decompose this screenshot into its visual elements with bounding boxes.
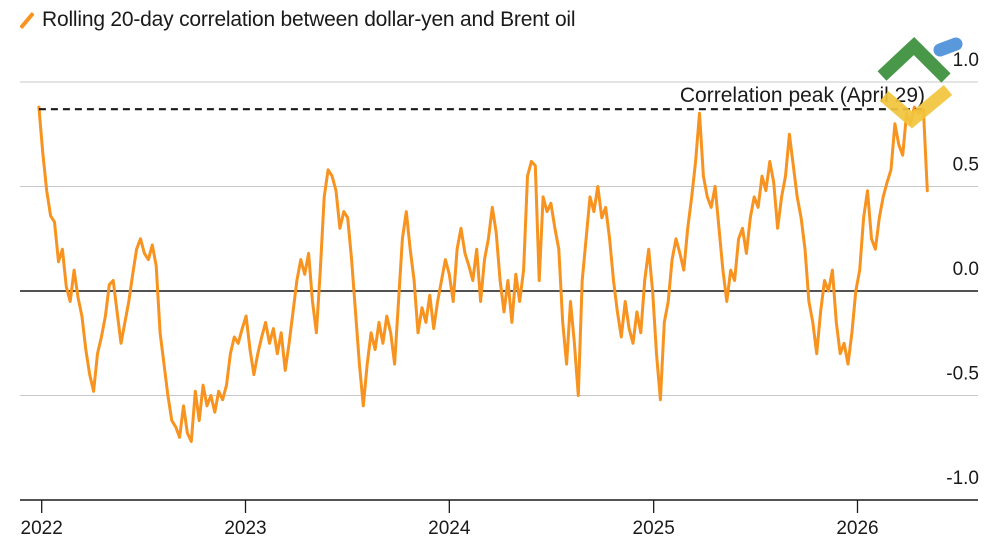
y-tick-label: -1.0 <box>946 468 979 489</box>
x-axis: 2022 2023 2024 2025 2026 <box>20 499 978 539</box>
y-axis-labels: -1.0 -0.5 0.0 0.5 1.0 <box>946 50 979 489</box>
logo-blue-stroke <box>933 37 963 57</box>
x-tick-label: 2025 <box>633 518 675 539</box>
legend-label: Rolling 20-day correlation between dolla… <box>42 8 576 31</box>
annotation-layer: Correlation peak (April 29) <box>38 36 963 129</box>
y-tick-label: 0.5 <box>953 155 979 176</box>
y-tick-label: -0.5 <box>946 364 979 385</box>
x-tick-label: 2022 <box>21 518 63 539</box>
peak-annotation: Correlation peak (April 29) <box>680 84 925 107</box>
logo-yellow-stroke <box>879 85 953 129</box>
series-layer <box>37 105 929 443</box>
chart-legend: Rolling 20-day correlation between dolla… <box>20 8 576 32</box>
x-tick-label: 2024 <box>428 518 471 539</box>
series-line <box>37 105 929 443</box>
logo-green-stroke <box>877 36 951 83</box>
x-tick-label: 2026 <box>836 518 878 539</box>
brand-logo <box>877 36 963 129</box>
y-tick-label: 1.0 <box>953 50 979 71</box>
y-tick-label: 0.0 <box>953 259 979 280</box>
x-tick-label: 2023 <box>224 518 266 539</box>
